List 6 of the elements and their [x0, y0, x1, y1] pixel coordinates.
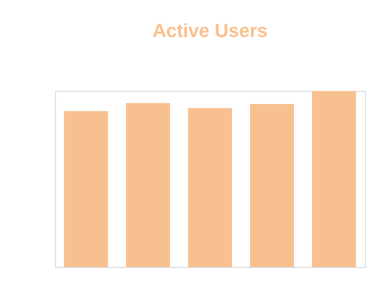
bar [64, 111, 108, 267]
bar [312, 91, 356, 267]
bar [250, 104, 294, 267]
chart-title: Active Users [152, 21, 268, 42]
bar [188, 108, 232, 267]
bar [126, 102, 170, 267]
